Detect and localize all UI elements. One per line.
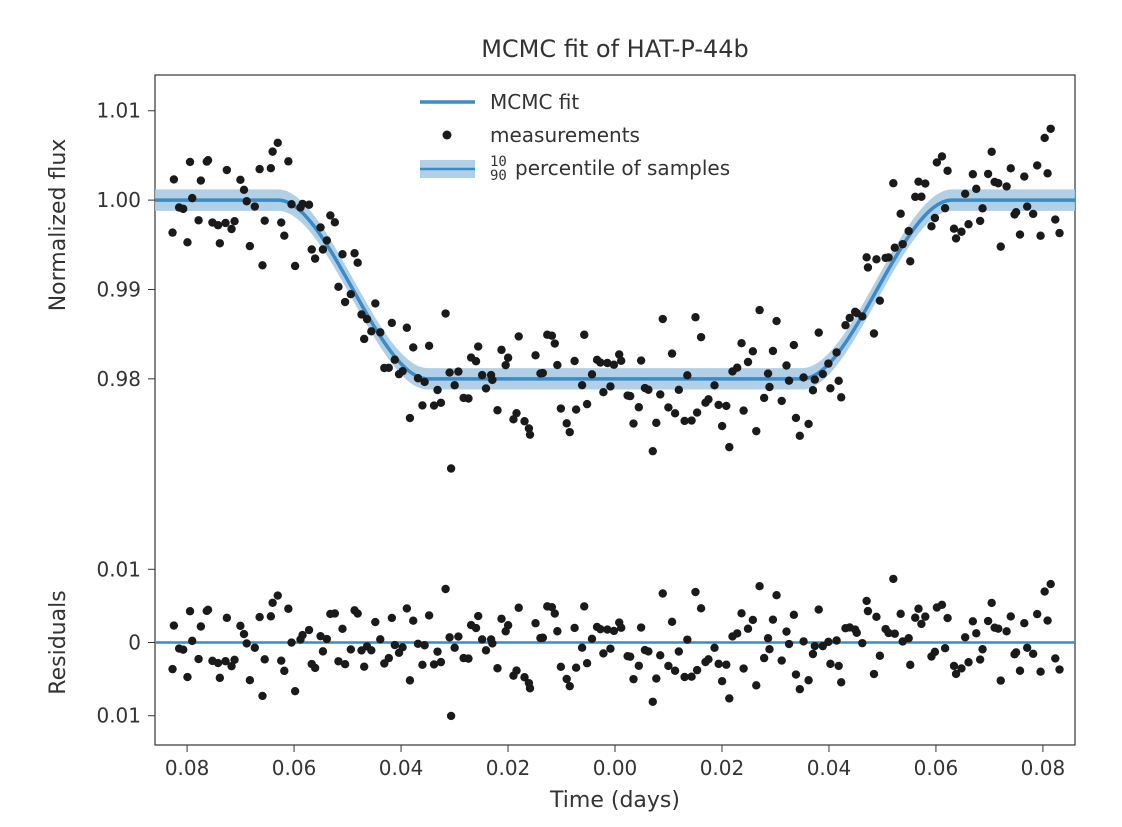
svg-text:0.01: 0.01 bbox=[96, 557, 141, 581]
legend-dot-label: measurements bbox=[490, 123, 640, 147]
legend-frac-bottom: 90 bbox=[490, 168, 507, 184]
figure-container: MCMC fit of HAT-P-44b 0.080.060.040.020.… bbox=[0, 0, 1122, 827]
legend-band-label: percentile of samples bbox=[515, 156, 730, 180]
svg-text:1.00: 1.00 bbox=[96, 188, 141, 212]
svg-text:0.02: 0.02 bbox=[700, 756, 745, 780]
x-axis-label: Time (days) bbox=[549, 788, 680, 813]
x-ticks: 0.08 0.06 0.04 0.02 0.00 0.02 0.04 0.06 0.08 bbox=[165, 745, 1065, 780]
svg-text:0: 0 bbox=[128, 631, 141, 655]
figure-svg: MCMC fit of HAT-P-44b 0.080.060.040.020.… bbox=[0, 0, 1122, 827]
svg-text:0.04: 0.04 bbox=[807, 756, 852, 780]
svg-text:0.06: 0.06 bbox=[272, 756, 317, 780]
svg-text:0.04: 0.04 bbox=[379, 756, 424, 780]
svg-text:0.98: 0.98 bbox=[96, 367, 141, 391]
chart-title: MCMC fit of HAT-P-44b bbox=[481, 35, 749, 63]
y-ticks-bottom-panel: 0.01 0 0.01 bbox=[96, 557, 155, 727]
svg-text:0.08: 0.08 bbox=[1021, 756, 1066, 780]
legend-dot-swatch bbox=[443, 131, 452, 140]
svg-text:1.01: 1.01 bbox=[96, 99, 141, 123]
svg-text:0.08: 0.08 bbox=[165, 756, 210, 780]
y-axis-label-bottom: Residuals bbox=[46, 590, 71, 694]
legend-line-label: MCMC fit bbox=[490, 90, 579, 114]
svg-text:0.01: 0.01 bbox=[96, 704, 141, 728]
legend: MCMC fit measurements 10 90 percentile o… bbox=[420, 90, 730, 184]
y-ticks-top-panel: 0.98 0.99 1.00 1.01 bbox=[96, 99, 155, 391]
svg-text:0.06: 0.06 bbox=[914, 756, 959, 780]
y-axis-label-top: Normalized flux bbox=[46, 139, 71, 312]
svg-text:0.02: 0.02 bbox=[486, 756, 531, 780]
svg-text:0.00: 0.00 bbox=[593, 756, 638, 780]
residual-points bbox=[168, 575, 1063, 720]
svg-text:0.99: 0.99 bbox=[96, 277, 141, 301]
mcmc-fit-line bbox=[155, 200, 1075, 379]
